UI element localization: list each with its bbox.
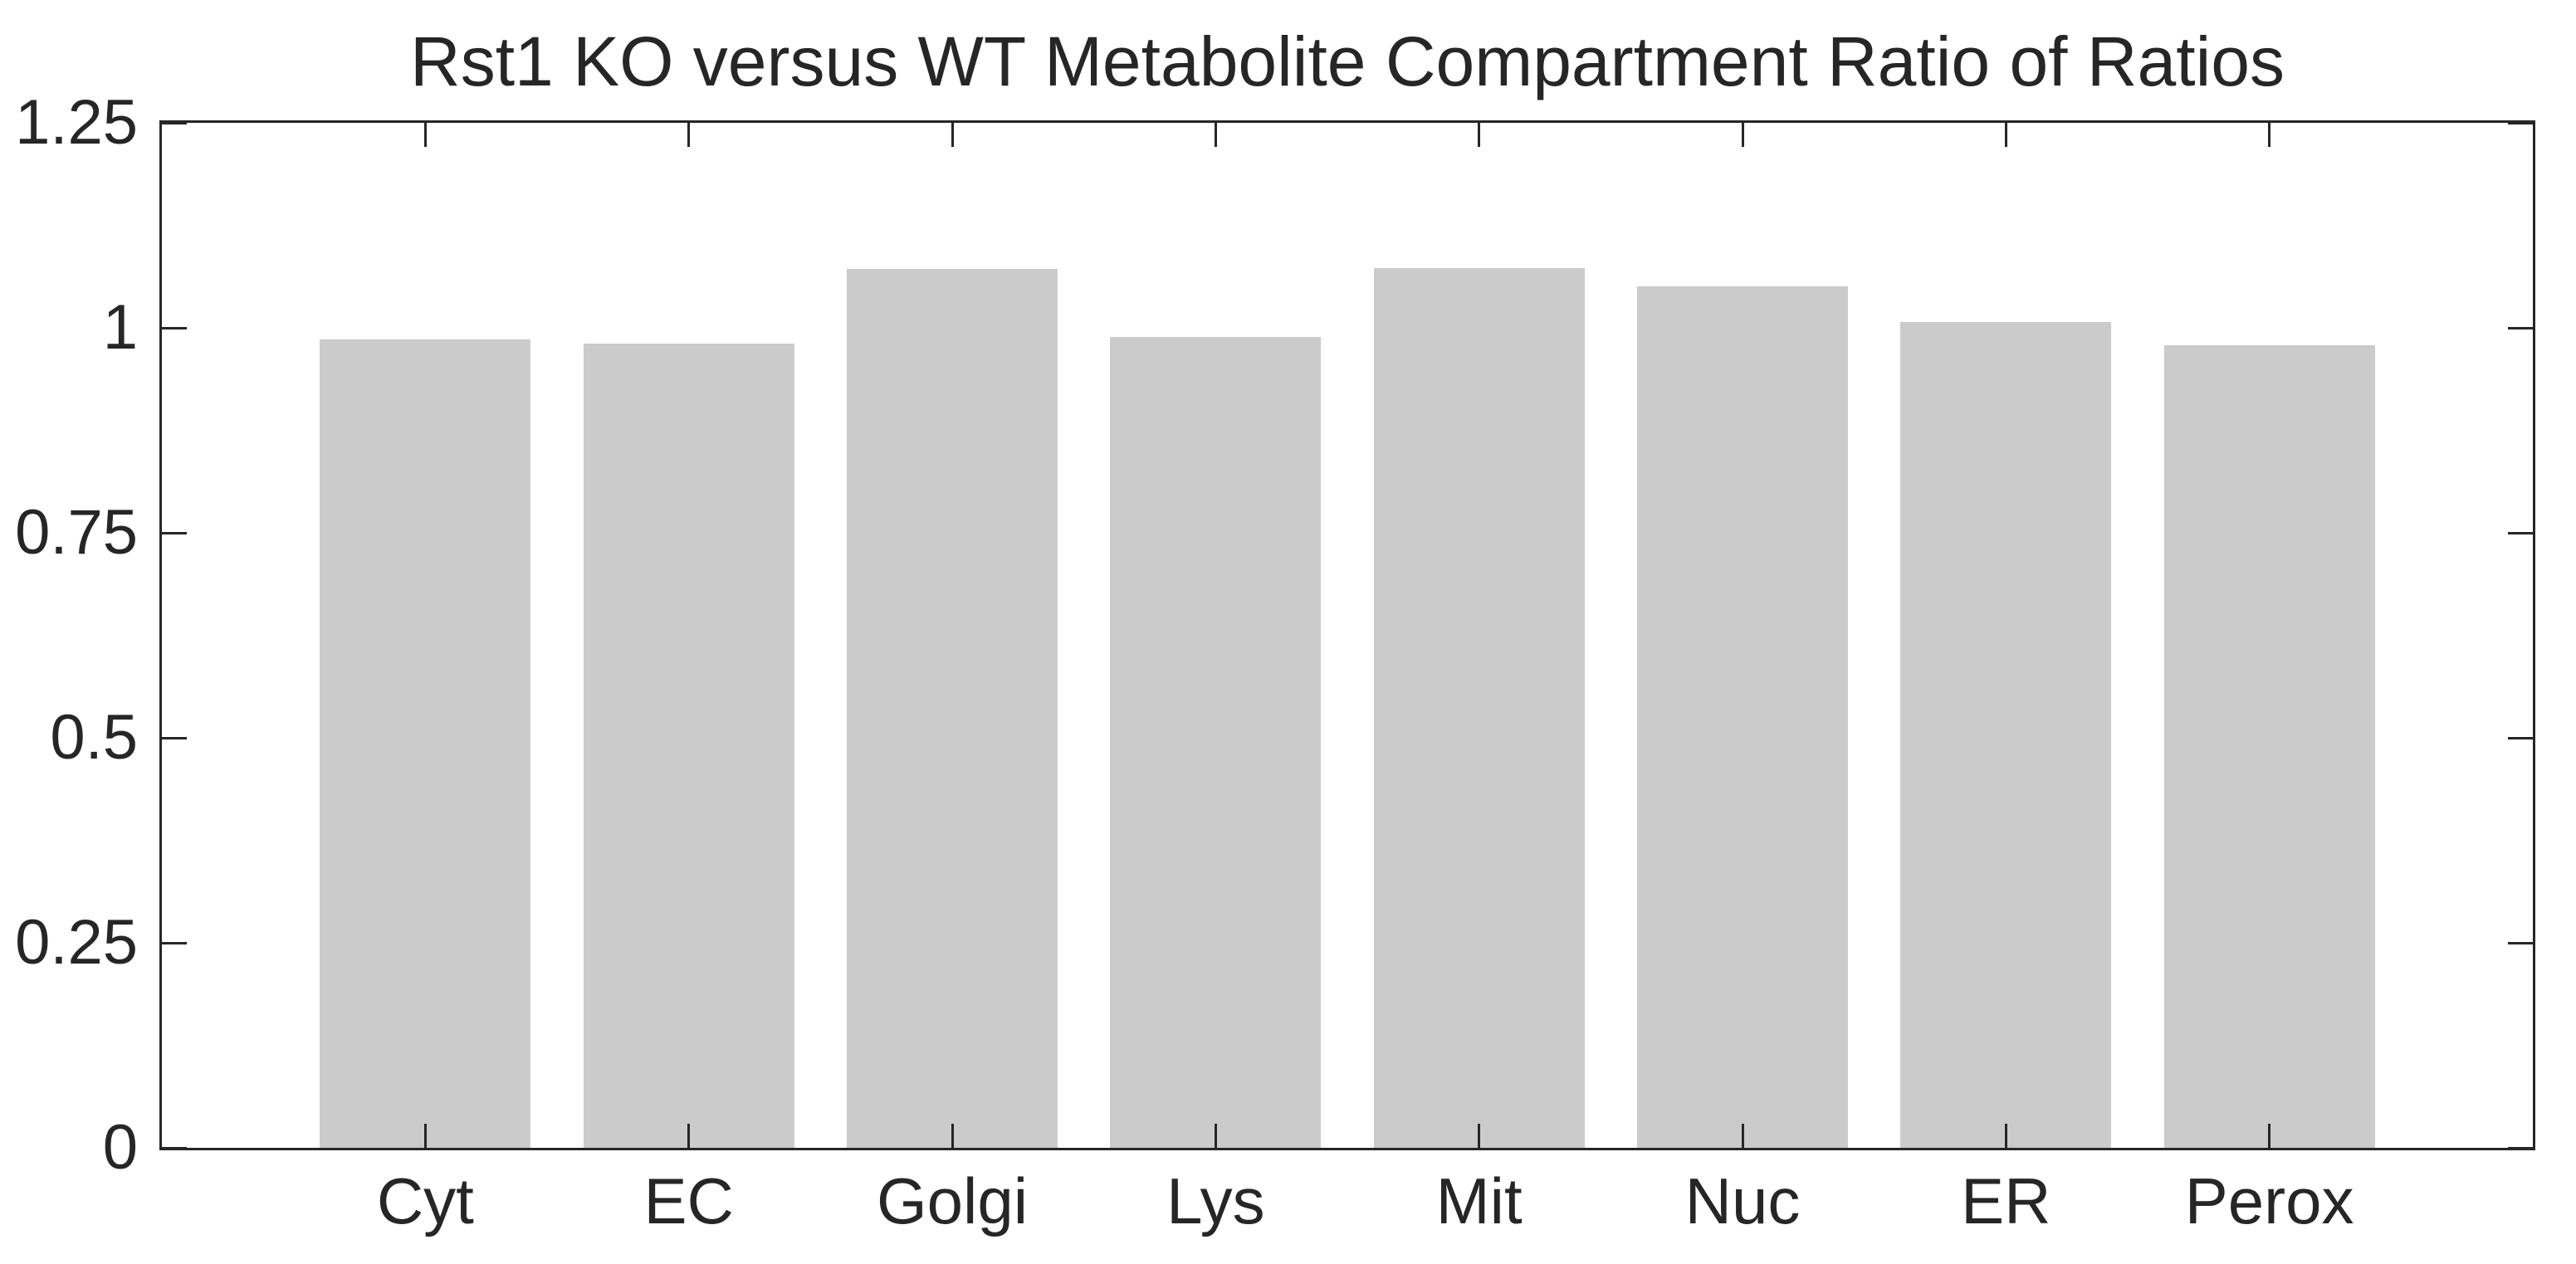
x-tick-label-mit: Mit xyxy=(1435,1164,1523,1237)
y-tick-right xyxy=(2508,736,2533,739)
y-tick-left xyxy=(162,531,187,534)
y-tick-left xyxy=(162,941,187,944)
x-tick-label-nuc: Nuc xyxy=(1684,1164,1801,1237)
bar-perox xyxy=(2163,344,2375,1148)
y-tick-right xyxy=(2508,121,2533,124)
x-tick-bottom xyxy=(2268,1124,2271,1148)
x-tick-bottom xyxy=(687,1124,691,1148)
x-tick-top xyxy=(1741,123,1744,147)
x-tick-bottom xyxy=(2004,1124,2007,1148)
y-tick-label-0.5: 0.5 xyxy=(50,702,138,773)
x-tick-label-perox: Perox xyxy=(2184,1164,2354,1237)
y-tick-label-0.75: 0.75 xyxy=(15,497,138,568)
x-tick-top xyxy=(2004,123,2007,147)
x-tick-bottom xyxy=(1214,1124,1217,1148)
x-tick-top xyxy=(687,123,691,147)
x-tick-top xyxy=(2268,123,2271,147)
y-tick-label-0.25: 0.25 xyxy=(15,907,138,978)
bar-ec xyxy=(583,343,794,1148)
y-tick-left xyxy=(162,326,187,329)
x-tick-label-ec: EC xyxy=(643,1164,734,1237)
y-tick-right xyxy=(2508,941,2533,944)
x-tick-label-cyt: Cyt xyxy=(376,1164,474,1237)
x-tick-top xyxy=(1478,123,1481,147)
x-tick-bottom xyxy=(1478,1124,1481,1148)
x-tick-top xyxy=(951,123,954,147)
x-tick-bottom xyxy=(951,1124,954,1148)
x-tick-top xyxy=(423,123,427,147)
y-tick-left xyxy=(162,121,187,124)
bar-mit xyxy=(1373,267,1585,1148)
y-tick-right xyxy=(2508,1146,2533,1149)
y-tick-right xyxy=(2508,531,2533,534)
bar-cyt xyxy=(320,339,531,1148)
y-tick-label-1: 1 xyxy=(102,292,138,363)
bar-golgi xyxy=(847,268,1058,1148)
chart-title: Rst1 KO versus WT Metabolite Compartment… xyxy=(410,22,2285,100)
y-tick-left xyxy=(162,736,187,739)
plot-area xyxy=(159,120,2535,1150)
y-tick-label-0: 0 xyxy=(102,1112,138,1183)
y-tick-left xyxy=(162,1146,187,1149)
x-tick-bottom xyxy=(1741,1124,1744,1148)
bar-lys xyxy=(1110,336,1322,1148)
y-tick-right xyxy=(2508,326,2533,329)
x-tick-bottom xyxy=(423,1124,427,1148)
x-tick-top xyxy=(1214,123,1217,147)
bar-nuc xyxy=(1637,285,1848,1148)
x-tick-label-golgi: Golgi xyxy=(876,1164,1029,1237)
x-tick-label-lys: Lys xyxy=(1166,1164,1265,1237)
bar-er xyxy=(1900,322,2112,1148)
x-tick-label-er: ER xyxy=(1961,1164,2051,1237)
y-tick-label-1.25: 1.25 xyxy=(15,87,138,158)
